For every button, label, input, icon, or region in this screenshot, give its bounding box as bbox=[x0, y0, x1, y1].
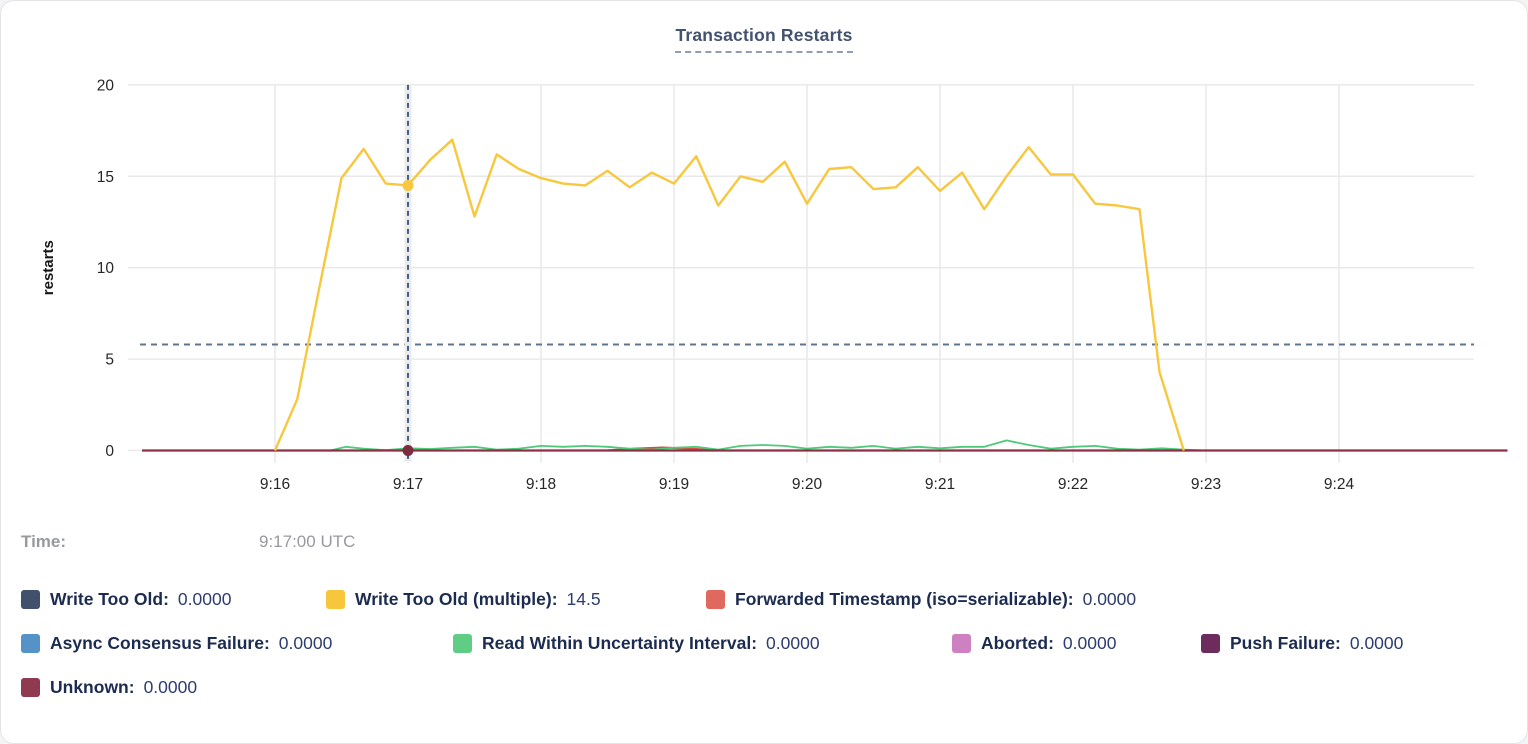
svg-text:9:22: 9:22 bbox=[1058, 476, 1088, 493]
series-swatch bbox=[1201, 634, 1220, 653]
chart-title[interactable]: Transaction Restarts bbox=[675, 25, 853, 53]
svg-text:restarts: restarts bbox=[40, 240, 57, 295]
legend-item-forwarded-timestamp[interactable]: Forwarded Timestamp (iso=serializable): … bbox=[706, 589, 1136, 610]
legend-value: 0.0000 bbox=[177, 589, 232, 609]
legend-value: 0.0000 bbox=[143, 677, 198, 697]
hover-time-label: Time: bbox=[21, 532, 67, 551]
svg-text:9:21: 9:21 bbox=[925, 476, 955, 493]
series-swatch bbox=[453, 634, 472, 653]
hover-time-value: 9:17:00 UTC bbox=[259, 532, 356, 551]
svg-text:9:17: 9:17 bbox=[393, 476, 423, 493]
series-swatch bbox=[952, 634, 971, 653]
series-swatch bbox=[21, 678, 40, 697]
legend-item-async-consensus-failure[interactable]: Async Consensus Failure: 0.0000 bbox=[21, 633, 453, 654]
legend-label: Async Consensus Failure: bbox=[50, 633, 270, 653]
legend-value: 0.0000 bbox=[1062, 633, 1117, 653]
legend-item-push-failure[interactable]: Push Failure: 0.0000 bbox=[1201, 633, 1403, 654]
legend-item-write-too-old-multiple[interactable]: Write Too Old (multiple): 14.5 bbox=[326, 589, 706, 610]
legend-label: Aborted: bbox=[981, 633, 1054, 653]
hover-time-row: Time: 9:17:00 UTC bbox=[21, 532, 355, 552]
chart-legend: Write Too Old: 0.0000 Write Too Old (mul… bbox=[21, 589, 1517, 721]
legend-label: Write Too Old (multiple): bbox=[355, 589, 558, 609]
legend-item-write-too-old[interactable]: Write Too Old: 0.0000 bbox=[21, 589, 326, 610]
svg-text:9:20: 9:20 bbox=[792, 476, 823, 493]
legend-value: 0.0000 bbox=[1082, 589, 1137, 609]
legend-item-read-within-uncertainty-interval[interactable]: Read Within Uncertainty Interval: 0.0000 bbox=[453, 633, 952, 654]
svg-text:9:16: 9:16 bbox=[260, 476, 290, 493]
legend-label: Read Within Uncertainty Interval: bbox=[482, 633, 758, 653]
legend-value: 0.0000 bbox=[1349, 633, 1404, 653]
legend-value: 0.0000 bbox=[766, 633, 820, 653]
svg-text:9:19: 9:19 bbox=[659, 476, 689, 493]
svg-text:9:23: 9:23 bbox=[1191, 476, 1221, 493]
svg-text:0: 0 bbox=[105, 443, 114, 460]
series-swatch bbox=[21, 634, 40, 653]
chart-title-row: Transaction Restarts bbox=[1, 25, 1527, 53]
legend-value: 0.0000 bbox=[278, 633, 333, 653]
series-swatch bbox=[706, 590, 725, 609]
legend-row-3: Unknown: 0.0000 bbox=[21, 677, 1517, 698]
legend-label: Forwarded Timestamp (iso=serializable): bbox=[735, 589, 1074, 609]
legend-label: Push Failure: bbox=[1230, 633, 1341, 653]
legend-item-aborted[interactable]: Aborted: 0.0000 bbox=[952, 633, 1201, 654]
series-swatch bbox=[326, 590, 345, 609]
svg-text:20: 20 bbox=[97, 77, 115, 94]
legend-row-1: Write Too Old: 0.0000 Write Too Old (mul… bbox=[21, 589, 1517, 610]
svg-text:9:24: 9:24 bbox=[1324, 476, 1355, 493]
legend-item-unknown[interactable]: Unknown: 0.0000 bbox=[21, 677, 197, 698]
svg-text:10: 10 bbox=[97, 260, 115, 277]
series-swatch bbox=[21, 590, 40, 609]
transaction-restarts-line-chart[interactable]: 0 5 10 15 20 9:16 9:17 9:18 9:19 9:20 9:21 9:22 9:23… bbox=[1, 1, 1527, 516]
svg-text:9:18: 9:18 bbox=[526, 476, 556, 493]
svg-text:5: 5 bbox=[105, 352, 114, 369]
legend-label: Write Too Old: bbox=[50, 589, 169, 609]
legend-label: Unknown: bbox=[50, 677, 135, 697]
legend-row-2: Async Consensus Failure: 0.0000 Read Wit… bbox=[21, 633, 1517, 654]
legend-value: 14.5 bbox=[566, 589, 601, 609]
svg-text:15: 15 bbox=[97, 169, 114, 186]
